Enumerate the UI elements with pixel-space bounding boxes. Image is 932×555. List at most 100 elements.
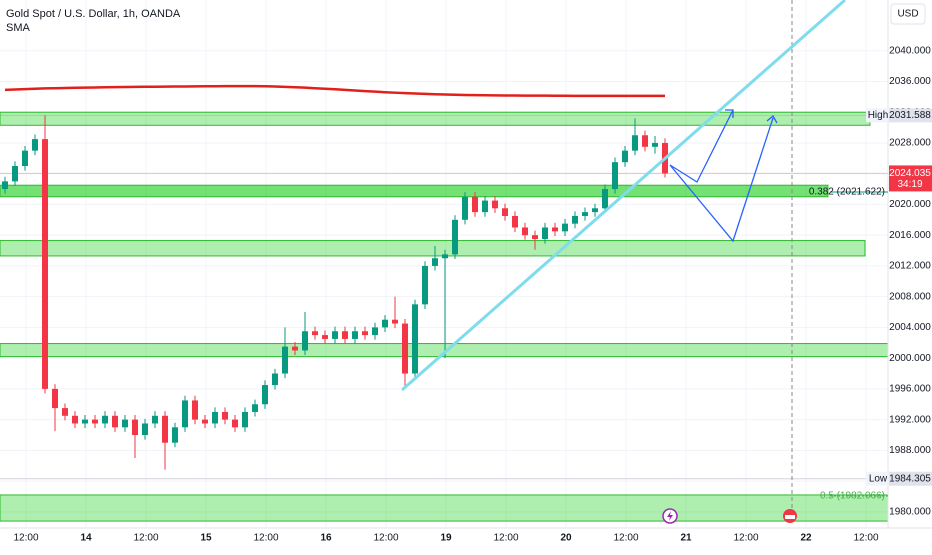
candle-body — [642, 135, 648, 147]
low-label: Low — [869, 473, 888, 484]
candle-body — [392, 319, 398, 324]
x-tick-label: 12:00 — [373, 533, 398, 544]
plot — [2, 84, 668, 470]
candle-body — [342, 331, 348, 339]
zone — [0, 240, 866, 257]
candle-body — [492, 200, 498, 209]
candle-body — [482, 200, 488, 213]
candle-body — [142, 423, 148, 436]
candle-body — [372, 327, 378, 336]
candle-body — [192, 400, 198, 420]
high-price: 2031.588 — [889, 110, 931, 121]
x-tick-label: 21 — [680, 533, 692, 544]
candle-body — [542, 227, 548, 240]
x-tick-label: 19 — [440, 533, 452, 544]
candle-body — [322, 335, 328, 339]
candle-body — [552, 227, 558, 232]
candle-body — [152, 415, 158, 424]
x-tick-label: 15 — [200, 533, 212, 544]
candle-body — [72, 415, 78, 424]
candle-body — [412, 304, 418, 374]
currency-label: USD — [897, 9, 918, 20]
trend-line — [401, 0, 846, 392]
y-tick-label: 1988.000 — [889, 445, 931, 456]
projection-arrow — [669, 117, 774, 243]
y-axis: 2040.0002036.0002032.0002028.0002024.000… — [13, 45, 932, 544]
y-tick-label: 2016.000 — [889, 230, 931, 241]
candle-body — [82, 419, 88, 424]
candle-body — [262, 385, 268, 405]
candle-body — [512, 215, 518, 228]
candle-body — [52, 388, 58, 409]
y-tick-label: 1996.000 — [889, 384, 931, 395]
candle-body — [212, 411, 218, 424]
x-tick-label: 16 — [320, 533, 332, 544]
candle-body — [612, 162, 618, 190]
candle-body — [352, 331, 358, 339]
zone — [0, 111, 871, 126]
candle-body — [272, 373, 278, 386]
candle-body — [452, 219, 458, 255]
y-tick-label: 2040.000 — [889, 45, 931, 56]
candle-body — [402, 323, 408, 374]
candle-body — [172, 427, 178, 443]
last-price: 2024.035 — [889, 168, 931, 179]
x-tick-label: 14 — [80, 533, 92, 544]
y-tick-label: 1992.000 — [889, 414, 931, 425]
chart-title: Gold Spot / U.S. Dollar, 1h, OANDA — [6, 8, 181, 20]
x-tick-label: 20 — [560, 533, 572, 544]
candle-body — [62, 408, 68, 416]
candle-body — [522, 227, 528, 236]
candle-body — [462, 196, 468, 220]
candle-body — [182, 400, 188, 428]
y-tick-label: 2020.000 — [889, 199, 931, 210]
candle-body — [582, 212, 588, 216]
zone — [0, 184, 829, 198]
high-marker — [866, 108, 888, 123]
x-tick-label: 12:00 — [613, 533, 638, 544]
candle-body — [242, 411, 248, 428]
candle-body — [632, 135, 638, 151]
candle-body — [122, 419, 128, 428]
candle-body — [572, 215, 578, 224]
candle-body — [312, 331, 318, 336]
candle-body — [22, 150, 28, 167]
y-tick-label: 2008.000 — [889, 291, 931, 302]
low-marker — [866, 471, 888, 486]
fib-label: 0.382 (2021.622) — [809, 187, 885, 198]
currency-button[interactable] — [890, 3, 926, 25]
candle-body — [502, 208, 508, 216]
candle-body — [252, 404, 258, 412]
candle-body — [602, 189, 608, 209]
zone — [0, 494, 889, 522]
candle-body — [162, 415, 168, 443]
candle-body — [92, 419, 98, 424]
y-tick-label: 2000.000 — [889, 353, 931, 364]
candle-body — [12, 166, 18, 182]
countdown: 34:19 — [897, 179, 922, 190]
candle-body — [382, 319, 388, 328]
event-icon-bolt — [667, 511, 673, 521]
candle-body — [222, 411, 228, 420]
y-tick-label: 2004.000 — [889, 322, 931, 333]
candle-body — [332, 331, 338, 339]
x-tick-label: 22 — [800, 533, 812, 544]
low-price: 1984.305 — [889, 473, 931, 484]
last-price-box — [889, 165, 932, 192]
projection-arrow — [669, 109, 734, 183]
candle-body — [42, 139, 48, 389]
candle-body — [282, 346, 288, 374]
y-tick-label: 1980.000 — [889, 507, 931, 518]
x-tick-label: 12:00 — [133, 533, 158, 544]
candle-body — [102, 415, 108, 424]
candle-body — [472, 196, 478, 213]
candle-body — [132, 419, 138, 436]
candle-body — [2, 181, 8, 190]
arrow-head — [766, 115, 778, 124]
candle-body — [432, 258, 438, 266]
low-price-box — [889, 471, 932, 486]
x-tick-label: 12:00 — [853, 533, 878, 544]
candle-body — [422, 265, 428, 305]
